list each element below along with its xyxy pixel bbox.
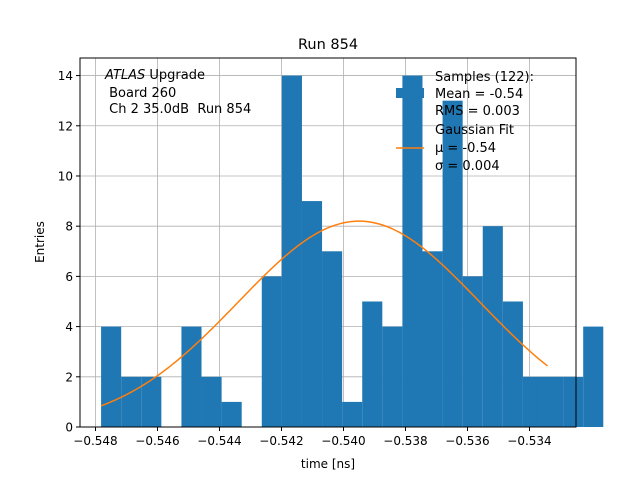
histogram-bar (442, 100, 463, 428)
svg-text:ATLAS Upgrade: ATLAS Upgrade (104, 68, 205, 83)
y-tick-label: 12 (58, 119, 73, 133)
histogram-bar (221, 401, 242, 427)
histogram-bar (522, 376, 544, 427)
x-tick-label: −0.540 (321, 434, 365, 448)
channel-label: Ch 2 35.0dB Run 854 (105, 102, 251, 117)
legend-mu-label: μ = -0.54 (435, 141, 496, 156)
histogram-bar (342, 401, 363, 427)
histogram-bar (261, 276, 282, 427)
x-tick-label: −0.534 (507, 434, 551, 448)
legend-mean-label: Mean = -0.54 (435, 87, 523, 102)
legend: Samples (122): Mean = -0.54 RMS = 0.003 … (396, 70, 534, 174)
histogram-bar (462, 276, 483, 427)
y-tick-label: 10 (58, 169, 73, 183)
histogram-bar (502, 301, 523, 427)
y-tick-label: 8 (65, 220, 73, 234)
x-tick-label: −0.544 (197, 434, 241, 448)
x-tick-label: −0.548 (73, 434, 117, 448)
histogram-bar (543, 376, 564, 427)
upgrade-label: Upgrade (145, 68, 205, 83)
y-tick-label: 4 (65, 320, 73, 334)
y-tick-label: 2 (65, 370, 73, 384)
x-tick-label: −0.542 (259, 434, 303, 448)
legend-samples-label: Samples (122): (435, 70, 534, 85)
legend-sigma-label: σ = 0.004 (435, 159, 500, 174)
x-tick-label: −0.538 (383, 434, 427, 448)
axes-frame (79, 57, 577, 428)
histogram-bar (482, 226, 503, 427)
atlas-annotation: ATLAS Upgrade Board 260 Ch 2 35.0dB Run … (104, 68, 251, 117)
x-axis-label: time [ns] (301, 457, 355, 471)
histogram-bar (422, 251, 443, 427)
legend-samples-swatch (396, 88, 424, 98)
histogram-bar (563, 376, 584, 427)
histogram-bar (201, 376, 222, 427)
gaussian-fit-line (100, 220, 548, 407)
y-tick-label: 0 (65, 421, 73, 435)
y-axis-label: Entries (33, 221, 47, 263)
x-tick-label: −0.536 (445, 434, 489, 448)
atlas-label: ATLAS (104, 68, 145, 83)
legend-fit-label: Gaussian Fit (435, 123, 514, 138)
histogram-bar (362, 301, 383, 427)
y-tick-label: 14 (58, 69, 73, 83)
histogram-bar (101, 326, 122, 427)
chart-title: Run 854 (298, 37, 358, 53)
histogram-bar (121, 376, 142, 427)
y-tick-label: 6 (65, 270, 73, 284)
histogram-bar (141, 376, 162, 427)
histogram-bar (301, 201, 323, 427)
histogram-bar (402, 75, 423, 428)
x-tick-label: −0.546 (135, 434, 179, 448)
histogram-bar (322, 251, 343, 427)
histogram-bar (583, 326, 604, 427)
histogram-bar (382, 326, 403, 427)
legend-rms-label: RMS = 0.003 (435, 104, 520, 119)
board-label: Board 260 (105, 86, 176, 101)
